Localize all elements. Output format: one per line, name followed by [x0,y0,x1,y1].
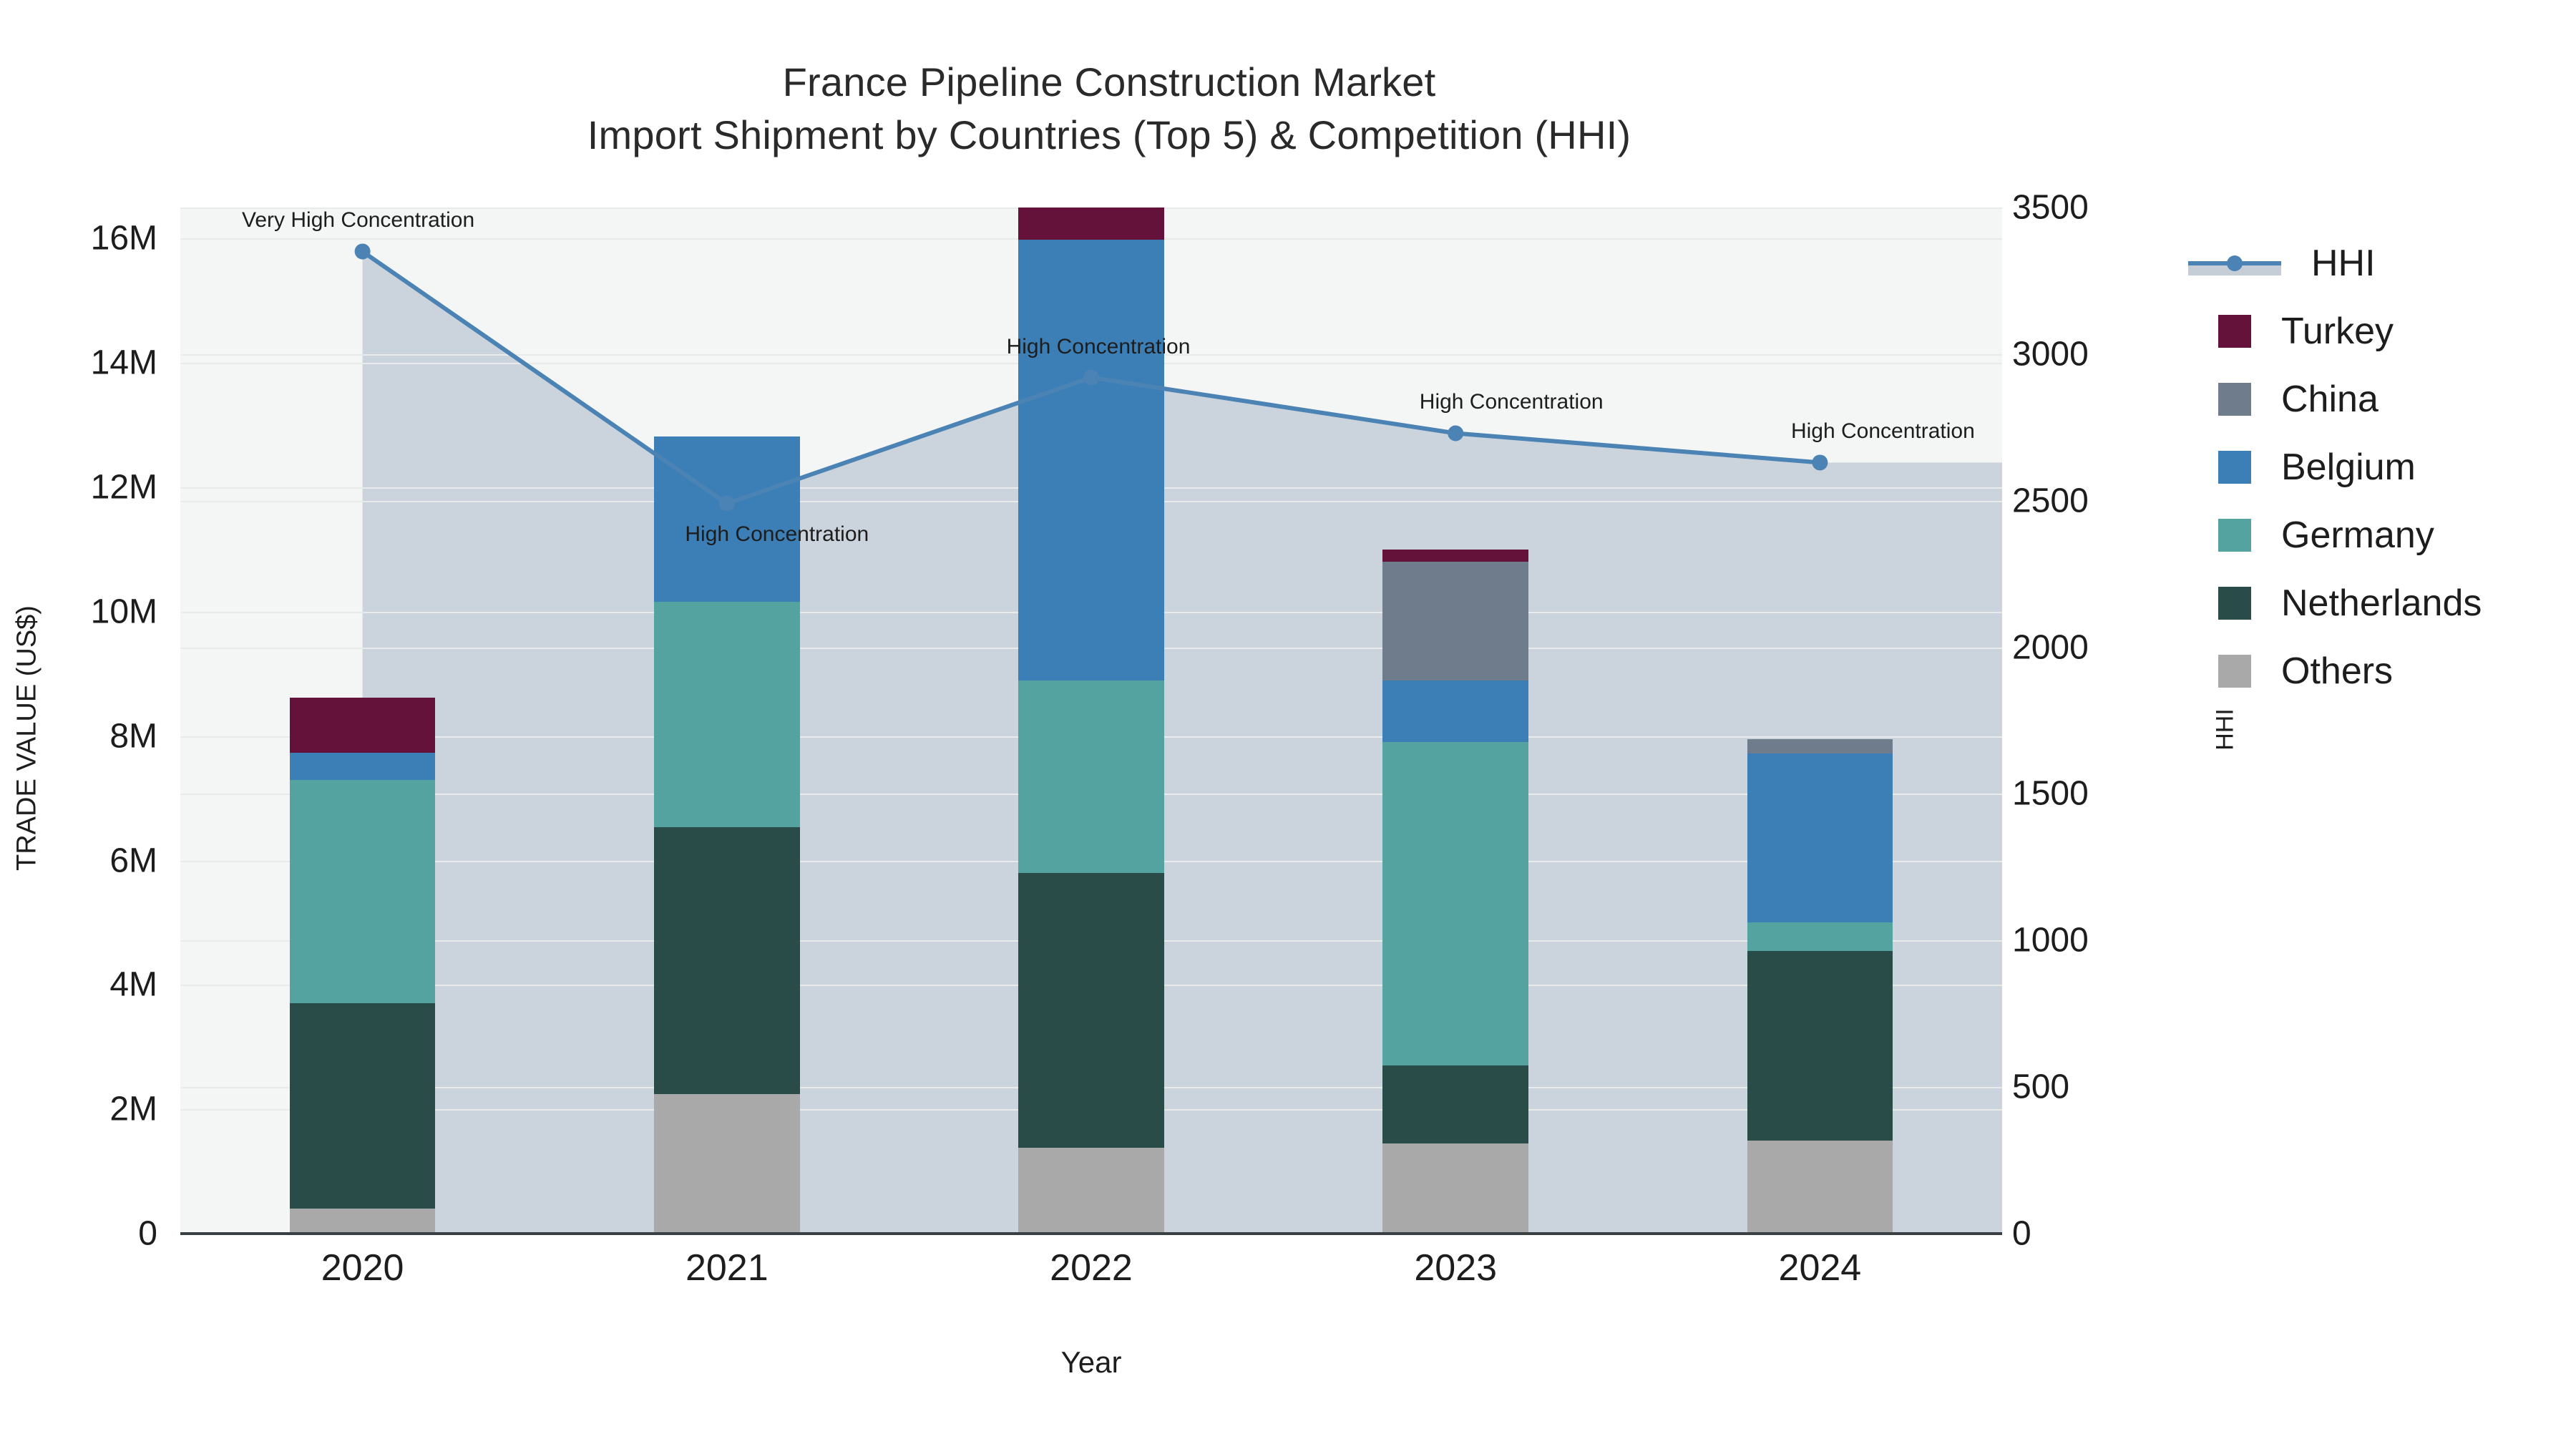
legend-label: Germany [2281,514,2434,556]
legend-swatch-netherlands [2218,586,2251,620]
y-tick-right-3500: 3500 [2012,188,2089,227]
bar-segment-belgium[interactable] [1382,680,1529,743]
legend-swatch-turkey [2218,314,2251,348]
bar-segment-china[interactable] [1747,739,1893,754]
bar-group-2024[interactable] [1747,739,1893,1234]
legend-label: Netherlands [2281,582,2482,624]
legend-item-netherlands[interactable]: Netherlands [2218,569,2576,637]
x-tick-2024: 2024 [1778,1247,1862,1289]
bar-segment-germany[interactable] [1018,680,1164,873]
legend-label: China [2281,378,2379,420]
y-tick-right-2500: 2500 [2012,482,2089,520]
annotation-2021: High Concentration [685,522,869,546]
bar-segment-netherlands[interactable] [289,1003,436,1209]
annotation-2023: High Concentration [1419,390,1604,414]
x-axis-label: Year [1060,1345,1122,1379]
bar-segment-belgium[interactable] [289,753,436,781]
x-tick-2023: 2023 [1414,1247,1498,1289]
legend-swatch-china [2218,382,2251,416]
x-axis-ticks: 2020 2021 2022 2023 2024 [180,1246,2002,1304]
legend-label: Turkey [2281,310,2394,352]
chart-title-line-1: France Pipeline Construction Market [782,59,1436,104]
bar-segment-china[interactable] [1382,562,1529,680]
legend-item-hhi[interactable]: HHI [2188,229,2576,297]
legend-label: Belgium [2281,446,2416,488]
annotation-2020: Very High Concentration [242,208,475,233]
bar-segment-belgium[interactable] [1747,753,1893,923]
y-tick-left-10M: 10M [90,592,157,631]
y-tick-right-1000: 1000 [2012,921,2089,960]
bar-segment-turkey[interactable] [1382,550,1529,562]
stacked-bars [180,208,2002,1234]
bar-group-2021[interactable] [653,436,800,1234]
bar-segment-others[interactable] [1747,1140,1893,1234]
bar-segment-others[interactable] [289,1209,436,1234]
y-tick-left-16M: 16M [90,219,157,258]
legend-label: HHI [2311,242,2376,284]
plot-area [180,208,2002,1235]
x-axis-line [180,1232,2002,1235]
y-tick-left-0: 0 [138,1214,157,1253]
y-axis-left-label: TRADE VALUE (US$) [11,605,42,871]
legend-item-belgium[interactable]: Belgium [2218,433,2576,501]
y-tick-right-2000: 2000 [2012,628,2089,667]
bar-segment-germany[interactable] [1747,922,1893,951]
legend-swatch-others [2218,654,2251,688]
legend-item-others[interactable]: Others [2218,637,2576,705]
bar-segment-netherlands[interactable] [1747,950,1893,1141]
bar-segment-germany[interactable] [1382,742,1529,1066]
y-tick-left-2M: 2M [109,1090,157,1128]
annotation-2022: High Concentration [1006,334,1191,358]
x-tick-2021: 2021 [685,1247,769,1289]
chart-legend: HHI Turkey China Belgium Germany Netherlands O… [2188,229,2576,705]
bar-segment-netherlands[interactable] [1018,872,1164,1148]
bar-segment-others[interactable] [1382,1143,1529,1234]
legend-item-china[interactable]: China [2218,365,2576,433]
y-axis-left: 0 2M 4M 6M 8M 10M 12M 14M 16M [0,208,169,1253]
bar-group-2020[interactable] [289,697,436,1234]
bar-segment-belgium[interactable] [653,436,800,602]
y-tick-left-12M: 12M [90,468,157,507]
bar-segment-turkey[interactable] [1018,208,1164,240]
bar-segment-germany[interactable] [653,602,800,827]
legend-swatch-belgium [2218,450,2251,484]
bar-segment-netherlands[interactable] [1382,1065,1529,1143]
legend-item-turkey[interactable]: Turkey [2218,297,2576,365]
legend-swatch-germany [2218,518,2251,552]
y-tick-right-0: 0 [2012,1214,2031,1253]
bar-segment-others[interactable] [653,1094,800,1234]
x-tick-2020: 2020 [321,1247,404,1289]
chart-title: France Pipeline Construction Market Impo… [0,56,2218,162]
y-tick-right-1500: 1500 [2012,774,2089,813]
bar-group-2022[interactable] [1018,208,1164,1234]
y-tick-left-14M: 14M [90,343,157,382]
y-tick-left-8M: 8M [109,717,157,756]
legend-line-marker [2188,247,2281,280]
legend-label: Others [2281,650,2394,692]
bar-group-2023[interactable] [1382,550,1529,1234]
x-tick-2022: 2022 [1050,1247,1133,1289]
annotation-2024: High Concentration [1790,419,1975,444]
bar-segment-netherlands[interactable] [653,826,800,1095]
y-tick-right-500: 500 [2012,1068,2070,1106]
legend-item-germany[interactable]: Germany [2218,501,2576,569]
chart-title-line-2: Import Shipment by Countries (Top 5) & C… [587,112,1631,157]
y-tick-right-3000: 3000 [2012,335,2089,374]
y-tick-left-4M: 4M [109,965,157,1004]
bar-segment-turkey[interactable] [289,697,436,753]
bar-segment-others[interactable] [1018,1148,1164,1234]
y-axis-right: 0 500 1000 1500 2000 2500 3000 3500 [2012,189,2227,1253]
legend-dot [2227,255,2243,271]
bar-segment-belgium[interactable] [1018,240,1164,680]
bar-segment-germany[interactable] [289,780,436,1004]
y-tick-left-6M: 6M [109,841,157,880]
